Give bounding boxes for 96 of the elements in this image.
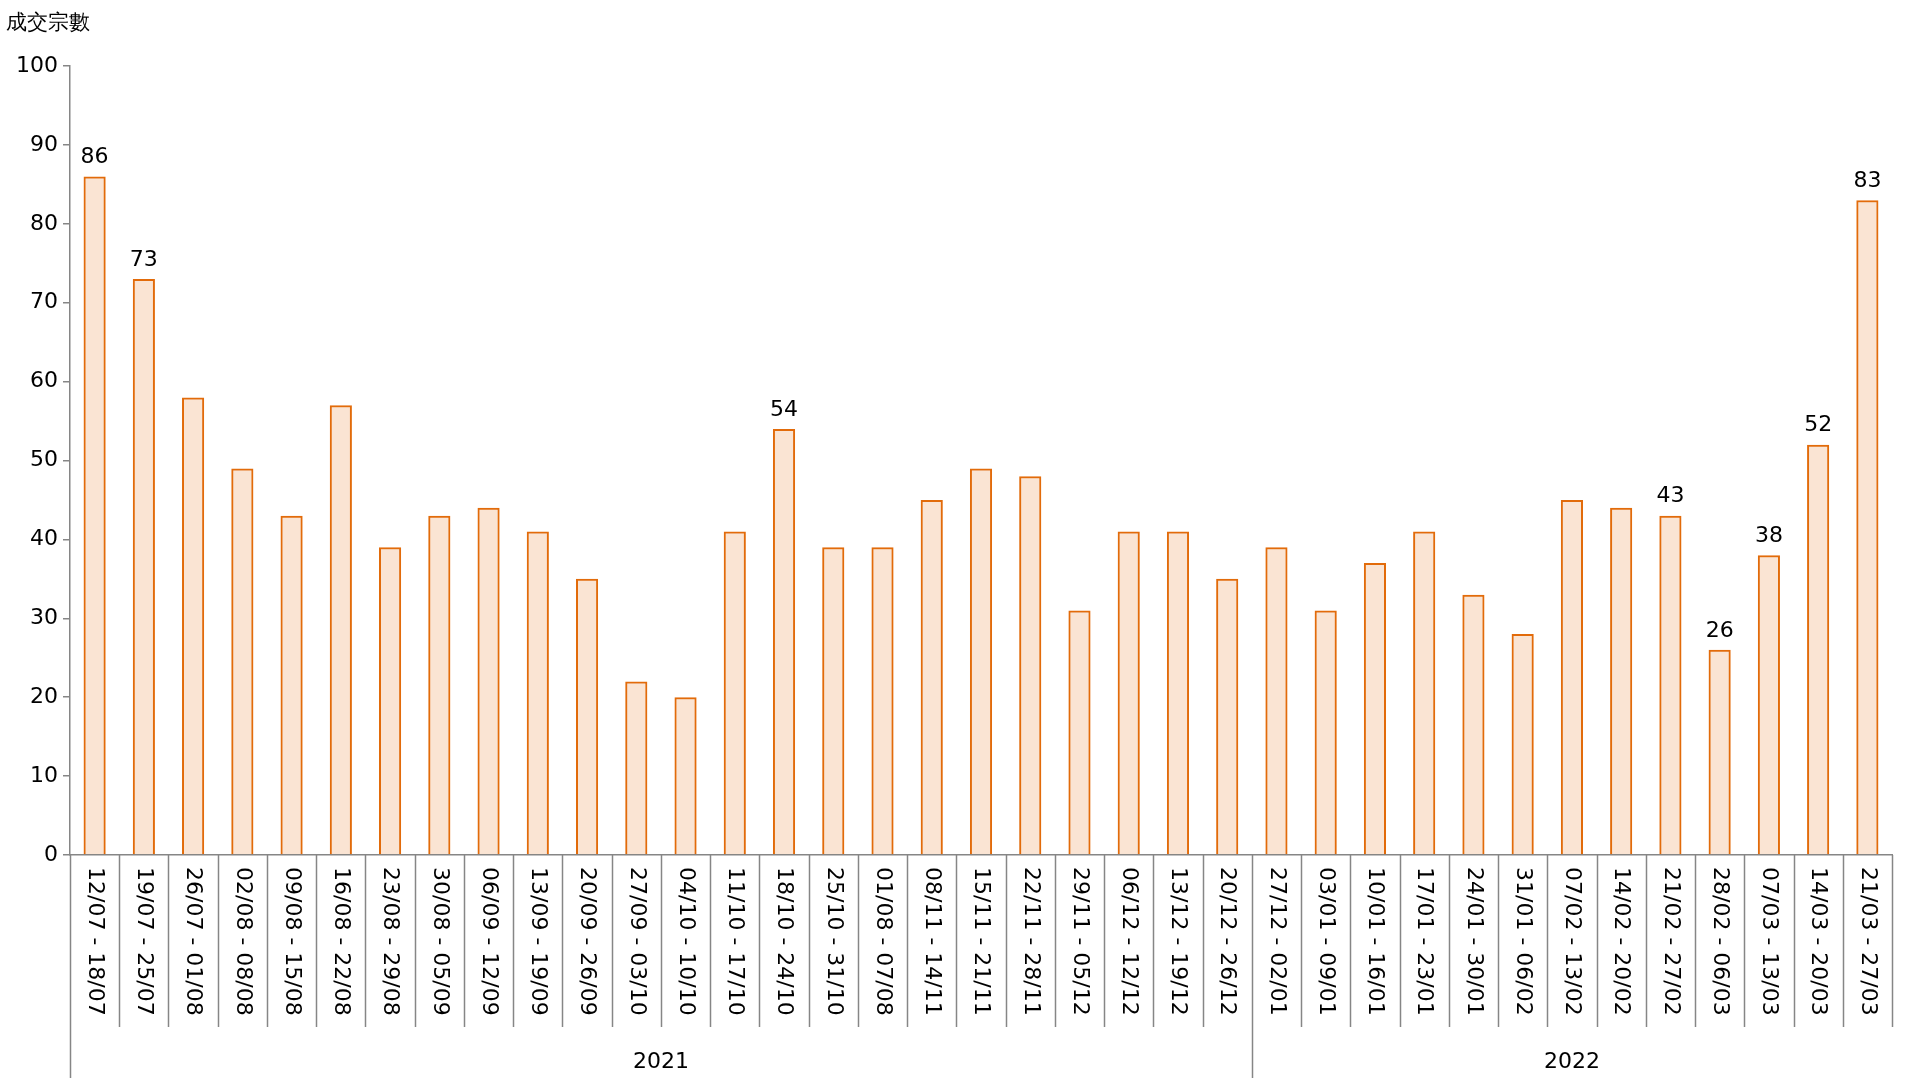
x-tick-label: 07/03 - 13/03 [1758,867,1784,1016]
x-tick-label: 15/11 - 21/11 [970,867,996,1016]
x-tick-label: 30/08 - 05/09 [428,867,454,1016]
bar [1610,507,1633,855]
x-tick-label: 06/09 - 12/09 [477,867,503,1016]
x-tick-label: 08/11 - 14/11 [921,867,947,1016]
bar [379,547,402,855]
x-tick-label: 06/12 - 12/12 [1118,867,1144,1016]
y-axis-title: 成交宗數 [6,10,90,35]
bar [1216,578,1239,855]
bar [772,428,796,855]
bar [1413,531,1436,855]
x-tick-label: 21/02 - 27/02 [1659,867,1685,1016]
bar [575,578,599,855]
x-tick-label: 29/11 - 05/12 [1068,867,1094,1016]
x-tick-label: 19/07 - 25/07 [133,867,159,1016]
x-tick-label: 14/03 - 20/03 [1807,867,1833,1016]
bar [1117,531,1140,855]
bar [1708,649,1731,855]
x-tick-label: 31/01 - 06/02 [1511,867,1537,1016]
data-label: 83 [1853,166,1882,192]
x-tick-label: 25/10 - 31/10 [822,867,848,1016]
x-tick-label: 01/08 - 07/08 [871,867,897,1016]
bar [1265,547,1288,855]
bar [428,515,451,855]
data-label: 73 [129,245,158,271]
x-tick-label: 21/03 - 27/03 [1856,867,1882,1016]
bar [1166,531,1190,855]
y-tick-label: 0 [44,840,58,866]
x-tick-label: 14/02 - 20/02 [1610,867,1636,1016]
x-tick-label: 10/01 - 16/01 [1364,867,1390,1016]
bar [1560,499,1583,855]
bar [1856,200,1879,855]
bar [231,468,254,855]
x-tick-label: 27/09 - 03/10 [625,867,651,1016]
bar [1659,515,1682,855]
data-label: 86 [80,143,109,169]
x-tick-label: 12/07 - 18/07 [83,867,109,1016]
x-tick-label: 23/08 - 29/08 [379,867,405,1016]
y-tick-label: 90 [30,130,58,156]
bar [132,279,155,855]
x-tick-label: 18/10 - 24/10 [773,867,799,1016]
bar [1019,476,1042,855]
x-tick-label: 27/12 - 02/01 [1265,867,1291,1016]
bar [526,531,549,855]
text: 2022 [1543,1047,1600,1073]
y-tick-label: 50 [30,446,58,472]
x-tick-label: 26/07 - 01/08 [182,867,208,1016]
x-tick-label: 24/01 - 30/01 [1462,867,1488,1016]
bar [1757,555,1780,855]
bar [1068,610,1091,855]
x-tick-label: 28/02 - 06/03 [1708,867,1734,1016]
x-tick-label: 04/10 - 10/10 [674,867,700,1016]
text: 2021 [632,1047,689,1073]
bar [280,515,303,855]
x-tick-label: 20/09 - 26/09 [576,867,602,1016]
bar [182,397,205,855]
x-tick-label: 20/12 - 26/12 [1216,867,1242,1016]
x-tick-label: 17/01 - 23/01 [1413,867,1439,1016]
bar [329,405,352,855]
y-tick-label: 70 [30,288,58,314]
x-tick-label: 07/02 - 13/02 [1561,867,1587,1016]
bar [1363,563,1387,855]
bar [1462,594,1485,855]
x-tick-label: 09/08 - 15/08 [280,867,306,1016]
bar [871,547,894,855]
y-tick-label: 80 [30,209,58,235]
bar [674,697,697,855]
y-tick-label: 20 [30,682,58,708]
y-tick-label: 60 [30,367,58,393]
bar [969,468,993,855]
data-label: 52 [1804,411,1833,437]
bar [1314,610,1337,855]
y-tick-label: 40 [30,525,58,551]
y-tick-label: 10 [30,761,58,787]
x-tick-label: 02/08 - 08/08 [231,867,257,1016]
x-tick-label: 16/08 - 22/08 [330,867,356,1016]
x-tick-label: 13/12 - 19/12 [1167,867,1193,1016]
bar [1807,444,1830,855]
data-label: 54 [770,395,799,421]
data-label: 26 [1705,616,1734,642]
bar [723,531,746,855]
y-tick-label: 100 [16,51,58,77]
y-tick-label: 30 [30,604,58,630]
bar [83,176,106,855]
x-tick-label: 22/11 - 28/11 [1019,867,1045,1016]
bar [822,547,845,855]
data-label: 43 [1656,482,1685,508]
x-tick-label: 11/10 - 17/10 [724,867,750,1016]
bar [625,681,648,855]
bar [477,507,500,855]
data-label: 38 [1754,521,1783,547]
x-tick-label: 13/09 - 19/09 [527,867,553,1016]
x-tick-label: 03/01 - 09/01 [1314,867,1340,1016]
bar [920,499,943,855]
bar [1511,634,1534,855]
